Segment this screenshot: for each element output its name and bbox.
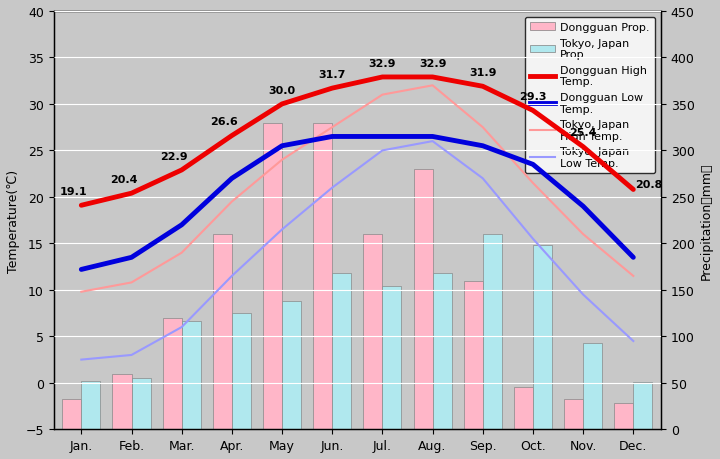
- Legend: Dongguan Prop., Tokyo, Japan
Prop., Dongguan High
Temp., Dongguan Low
Temp., Tok: Dongguan Prop., Tokyo, Japan Prop., Dong…: [525, 17, 655, 174]
- Bar: [181, 321, 201, 430]
- Bar: [433, 274, 451, 430]
- Bar: [413, 170, 433, 430]
- Bar: [514, 388, 533, 430]
- Text: 31.7: 31.7: [318, 70, 346, 80]
- Bar: [112, 374, 132, 430]
- Bar: [483, 235, 502, 430]
- Y-axis label: Precipitation（mm）: Precipitation（mm）: [700, 162, 713, 279]
- Bar: [583, 343, 602, 430]
- Bar: [213, 235, 232, 430]
- Text: 30.0: 30.0: [269, 85, 296, 95]
- Y-axis label: Temperature(℃): Temperature(℃): [7, 169, 20, 272]
- Bar: [313, 123, 332, 430]
- Text: 20.8: 20.8: [634, 180, 662, 190]
- Bar: [614, 403, 634, 430]
- Text: 20.4: 20.4: [110, 174, 138, 185]
- Text: 32.9: 32.9: [419, 59, 446, 68]
- Bar: [364, 235, 382, 430]
- Bar: [263, 123, 282, 430]
- Bar: [332, 274, 351, 430]
- Bar: [564, 399, 583, 430]
- Bar: [282, 302, 301, 430]
- Text: 26.6: 26.6: [210, 117, 238, 127]
- Text: 22.9: 22.9: [161, 151, 188, 161]
- Text: 31.9: 31.9: [469, 68, 497, 78]
- Bar: [81, 381, 100, 430]
- Bar: [533, 246, 552, 430]
- Bar: [232, 313, 251, 430]
- Bar: [132, 378, 150, 430]
- Bar: [634, 382, 652, 430]
- Text: 29.3: 29.3: [519, 92, 546, 102]
- Bar: [464, 281, 483, 430]
- Text: 25.4: 25.4: [570, 128, 597, 138]
- Text: 19.1: 19.1: [60, 186, 88, 196]
- Bar: [163, 318, 181, 430]
- Text: 32.9: 32.9: [369, 59, 396, 68]
- Bar: [382, 286, 402, 430]
- Bar: [62, 399, 81, 430]
